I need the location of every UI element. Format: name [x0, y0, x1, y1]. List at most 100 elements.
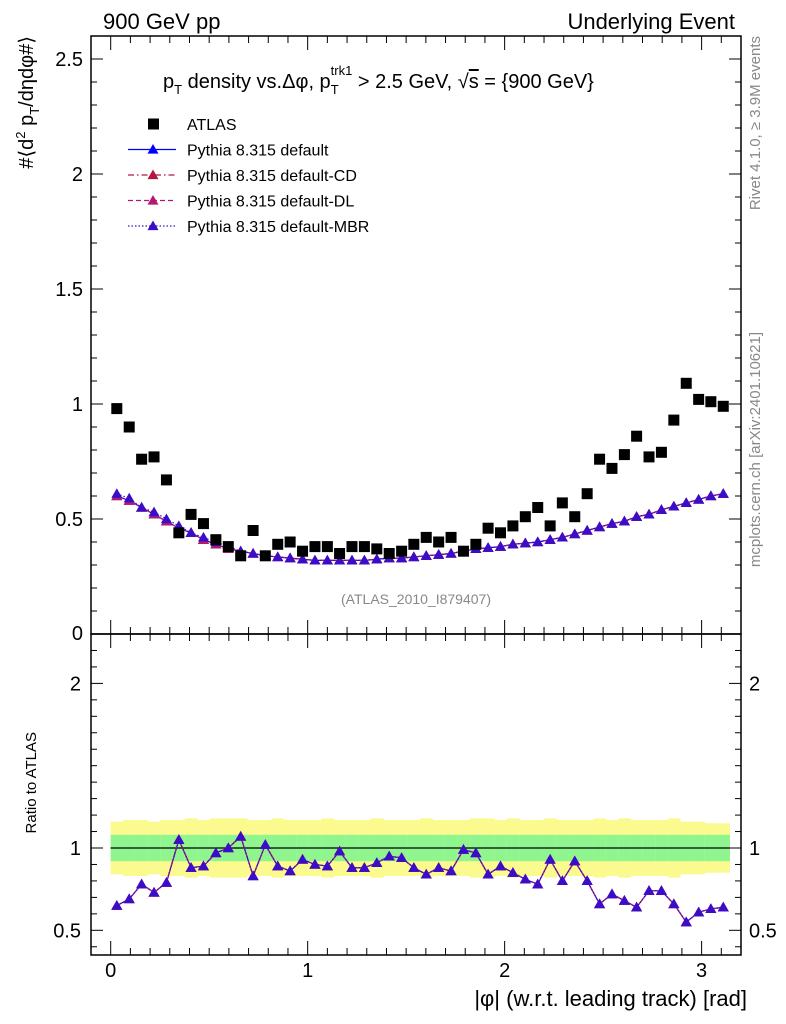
atlas-data-point: [259, 550, 271, 562]
ratio-series-point: [569, 855, 581, 866]
main-series-point: [717, 488, 729, 498]
legend-label: ATLAS: [187, 117, 237, 134]
main-series-point: [371, 553, 383, 564]
atlas-data-point: [581, 488, 593, 500]
atlas-data-point: [544, 520, 556, 532]
main-series-point: [346, 554, 358, 565]
ratio-series-point: [470, 847, 482, 858]
atlas-data-point: [160, 474, 172, 486]
atlas-data-point: [631, 430, 643, 442]
main-series-point: [556, 531, 568, 542]
main-series-point: [482, 542, 494, 552]
main-series-point: [618, 515, 630, 526]
ratio-series-point: [544, 854, 556, 864]
legend-marker: [148, 118, 159, 130]
main-series-point: [668, 500, 680, 511]
main-series-point: [136, 502, 148, 512]
atlas-data-point: [210, 534, 222, 546]
ratio-series-point: [606, 888, 618, 899]
atlas-data-point: [148, 451, 160, 463]
header-left: 900 GeV pp: [103, 9, 220, 34]
main-y-tick-label: 0.5: [55, 509, 83, 531]
atlas-data-point: [197, 518, 209, 530]
x-tick-label: 1: [302, 960, 313, 982]
main-series-point: [631, 511, 643, 521]
ratio-series-point: [111, 900, 123, 910]
atlas-data-point: [396, 545, 408, 557]
legend-label: Pythia 8.315 default-DL: [187, 194, 354, 211]
atlas-data-point: [618, 449, 630, 461]
main-series-point: [197, 531, 209, 542]
ratio-series-point: [433, 862, 445, 872]
main-y-tick-label: 1.5: [55, 279, 83, 301]
main-y-tick-label: 0: [72, 623, 83, 645]
atlas-data-point: [705, 396, 717, 408]
ratio-series-point: [197, 860, 209, 871]
main-series-point: [643, 508, 655, 519]
atlas-data-point: [643, 451, 655, 463]
ratio-series-point: [655, 885, 667, 895]
main-y-tick-label: 2: [72, 164, 83, 186]
main-series-point: [433, 549, 445, 559]
ratio-series-point: [532, 878, 544, 889]
ratio-series-point: [519, 873, 531, 884]
atlas-data-point: [408, 538, 420, 550]
ratio-y-tick-label-right: 1: [749, 838, 760, 860]
mcplots-label: mcplots.cern.ch [arXiv:2401.10621]: [747, 332, 764, 567]
main-series-point: [111, 488, 123, 498]
legend-marker: [147, 195, 159, 205]
main-y-tick-label: 2.5: [55, 49, 83, 71]
ratio-series-point: [284, 865, 296, 876]
ratio-series-point: [272, 860, 284, 871]
atlas-data-point: [717, 400, 729, 412]
atlas-data-point: [185, 508, 197, 520]
atlas-data-point: [680, 377, 692, 389]
ratio-series-point: [495, 860, 506, 871]
atlas-data-point: [693, 393, 705, 405]
atlas-data-point: [284, 536, 296, 548]
main-series-point: [408, 551, 420, 562]
atlas-data-point: [457, 545, 469, 557]
main-series-point: [569, 528, 581, 539]
ratio-series-point: [247, 870, 259, 881]
ratio-series-point: [581, 875, 593, 886]
ratio-frame: [90, 633, 742, 956]
atlas-data-point: [556, 497, 568, 509]
main-y-tick-label: 1: [72, 394, 83, 416]
atlas-data-point: [321, 541, 333, 553]
legend-label: Pythia 8.315 default-MBR: [187, 219, 369, 236]
ratio-series-point: [556, 875, 568, 886]
atlas-data-point: [309, 541, 321, 553]
ratio-series-point: [235, 830, 247, 841]
ratio-ylabel: Ratio to ATLAS: [23, 732, 40, 833]
atlas-data-point: [519, 511, 531, 523]
ratio-series-point: [123, 893, 135, 904]
main-series-point: [334, 554, 346, 565]
ratio-series-point: [594, 898, 606, 909]
ratio-series-point: [420, 868, 432, 879]
x-axis-label: |φ| (w.r.t. leading track) [rad]: [474, 986, 747, 1011]
ratio-series-point: [334, 845, 346, 856]
atlas-data-point: [433, 536, 445, 548]
main-series-point: [148, 506, 160, 517]
atlas-data-point: [235, 550, 247, 562]
main-series-point: [581, 525, 593, 535]
main-series-point: [705, 490, 717, 501]
ratio-y-tick-label-right: 2: [749, 673, 760, 695]
main-series-point: [358, 554, 370, 565]
atlas-data-point: [123, 421, 135, 433]
ratio-series-point: [173, 834, 185, 844]
main-series-point: [445, 548, 457, 558]
atlas-data-point: [111, 403, 123, 415]
main-series-point: [544, 534, 556, 544]
ratio-series-point: [408, 862, 420, 872]
ratio-y-tick-label: 0.5: [53, 920, 81, 942]
main-ylabel: #⟨d2 pT/dηdφ#⟩: [13, 36, 42, 169]
ratio-series-point: [396, 852, 408, 863]
atlas-data-point: [247, 525, 259, 536]
ratio-series-point: [210, 847, 222, 858]
atlas-data-point: [507, 520, 519, 532]
main-panel: 0.5 1 1.5 2 2.5 0: [55, 35, 742, 645]
main-series-point: [272, 551, 284, 562]
